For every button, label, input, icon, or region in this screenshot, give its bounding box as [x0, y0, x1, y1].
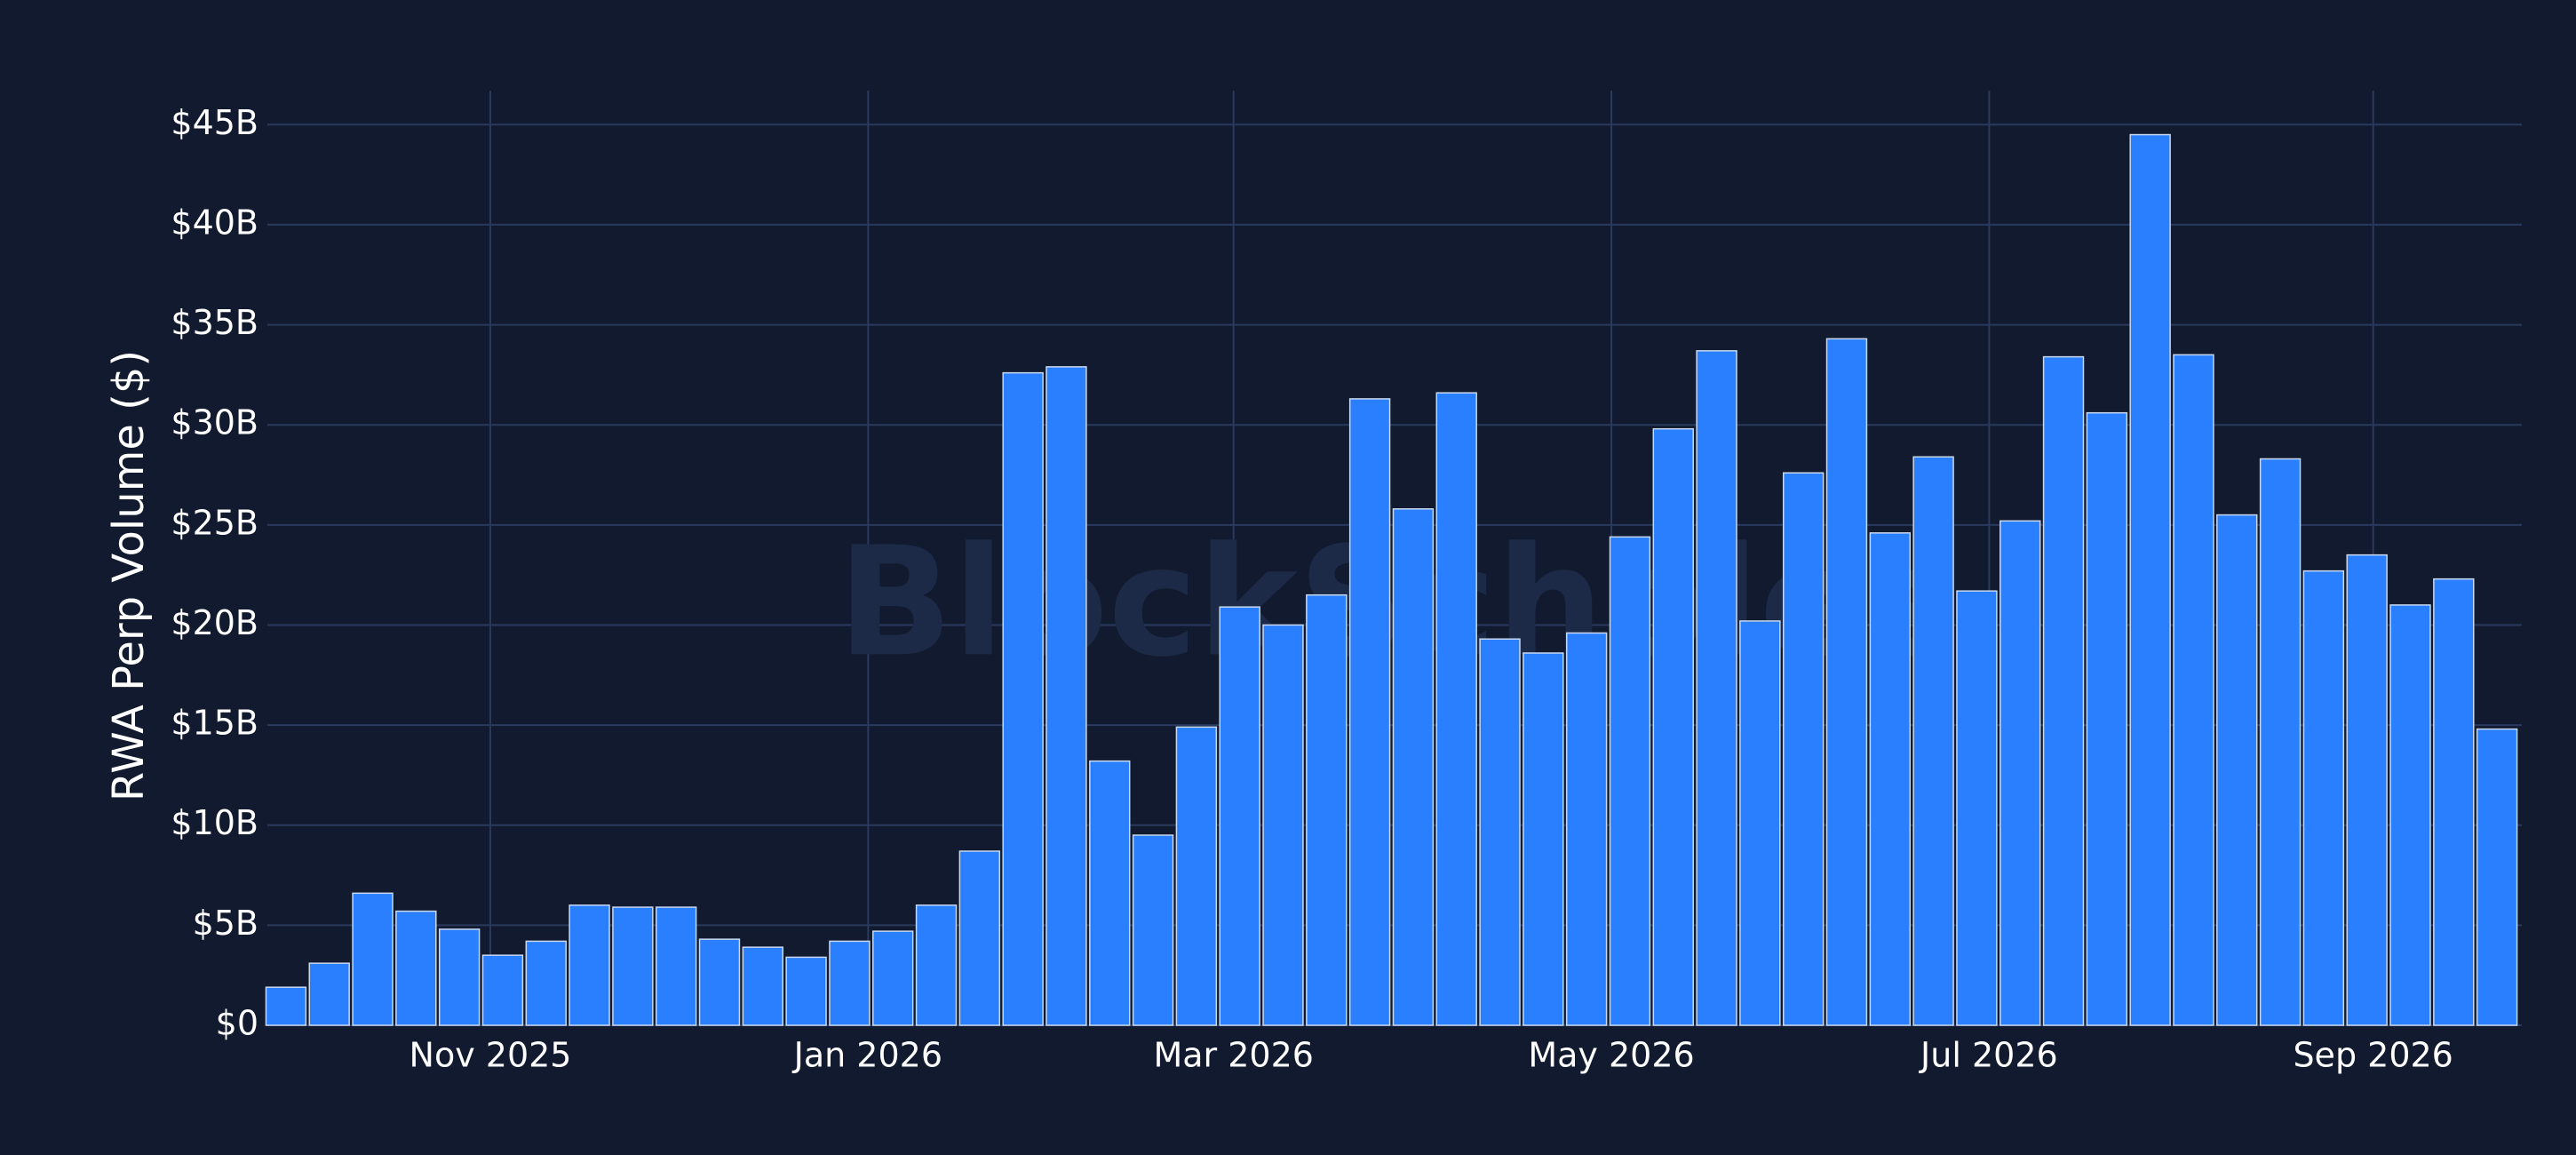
bar — [2389, 604, 2431, 1026]
bar — [829, 940, 871, 1026]
y-tick-label: $30B — [171, 403, 258, 442]
bar — [1479, 638, 1521, 1026]
bar — [2216, 514, 2258, 1026]
bar — [1696, 350, 1737, 1026]
y-tick-label: $45B — [171, 103, 258, 142]
bar — [1219, 606, 1260, 1026]
bar — [2173, 354, 2214, 1026]
y-tick-label: $25B — [171, 503, 258, 542]
bar — [2259, 458, 2302, 1026]
bar — [742, 946, 784, 1026]
bar — [1739, 620, 1781, 1026]
bar — [1956, 590, 1998, 1026]
bar — [2000, 520, 2041, 1026]
bar — [698, 938, 741, 1026]
y-tick-label: $15B — [171, 704, 258, 743]
bar — [2302, 570, 2345, 1026]
bar — [612, 906, 654, 1026]
bar — [1002, 371, 1044, 1026]
bar — [2042, 355, 2085, 1026]
bar — [438, 928, 481, 1026]
bar — [352, 892, 394, 1026]
bar — [395, 910, 437, 1026]
bar — [2346, 554, 2388, 1026]
bar — [1132, 834, 1174, 1026]
bar — [785, 956, 827, 1026]
bar — [2476, 728, 2518, 1026]
bar — [1348, 398, 1391, 1026]
bar — [265, 986, 307, 1026]
bar — [1392, 508, 1435, 1026]
y-tick-label: $40B — [171, 203, 258, 242]
bar — [308, 962, 350, 1026]
bar — [1609, 536, 1651, 1026]
y-axis-title: RWA Perp Volume ($) — [104, 350, 154, 801]
x-tick-label: Jul 2026 — [1919, 1036, 2058, 1075]
bar — [915, 904, 958, 1026]
bar — [1089, 760, 1131, 1026]
bar — [481, 954, 524, 1026]
bar — [1523, 652, 1564, 1026]
bar — [1912, 456, 1954, 1026]
y-tick-label: $20B — [171, 603, 258, 642]
bar — [1435, 392, 1477, 1026]
y-tick-label: $10B — [171, 803, 258, 842]
bar — [568, 904, 610, 1026]
x-tick-label: Nov 2025 — [409, 1036, 572, 1075]
y-tick-label: $35B — [171, 303, 258, 342]
bar — [1652, 427, 1694, 1026]
bar — [2129, 133, 2171, 1026]
bar — [1046, 366, 1087, 1026]
x-tick-label: Jan 2026 — [792, 1036, 942, 1075]
bar — [655, 906, 697, 1026]
bar — [958, 850, 1001, 1026]
bar — [1825, 338, 1868, 1026]
bar — [1175, 726, 1218, 1026]
y-tick-label: $5B — [193, 904, 258, 943]
bar — [1869, 532, 1912, 1026]
bar — [2086, 411, 2128, 1026]
bar — [2433, 578, 2475, 1026]
bar — [1306, 593, 1348, 1026]
bar — [525, 940, 567, 1026]
bar — [1262, 624, 1304, 1026]
bar — [872, 930, 914, 1026]
bar — [1782, 472, 1825, 1026]
x-tick-label: Mar 2026 — [1153, 1036, 1313, 1075]
bar — [1565, 632, 1608, 1026]
x-tick-label: Sep 2026 — [2293, 1036, 2453, 1075]
y-tick-label: $0 — [216, 1004, 258, 1043]
x-tick-label: May 2026 — [1528, 1036, 1694, 1075]
